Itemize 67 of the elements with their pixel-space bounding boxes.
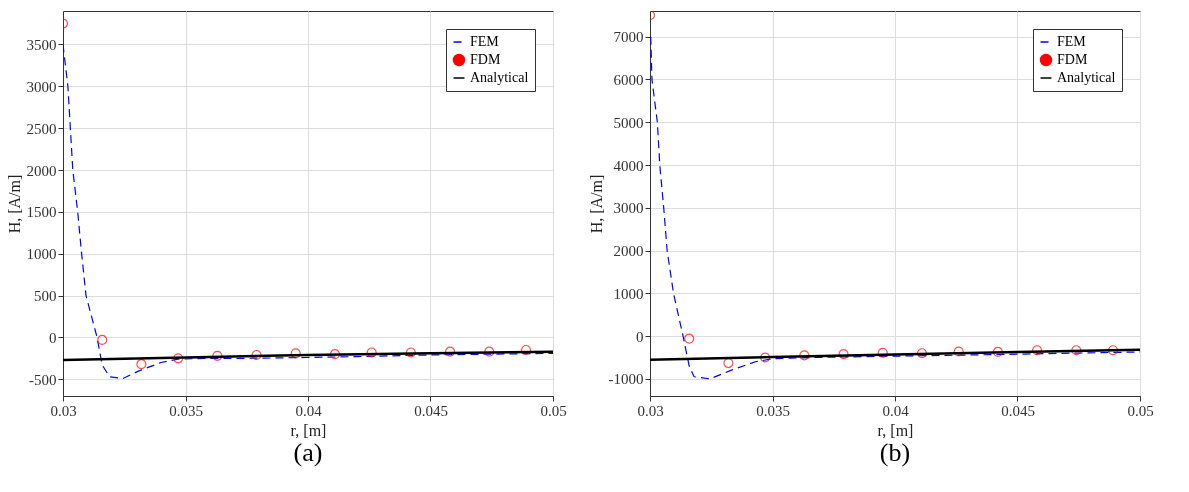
point: [212, 350, 223, 361]
point: [290, 348, 301, 359]
y-tick-label: 3500: [26, 36, 57, 53]
point: [838, 349, 849, 360]
point: [366, 347, 377, 358]
y-tick-label: 2000: [613, 243, 644, 260]
line-series: [650, 348, 1140, 361]
x-tick-label: 0.045: [1001, 402, 1035, 419]
text: (b): [879, 438, 911, 467]
x-axis-title: r, [m]: [877, 421, 914, 439]
point: [1071, 345, 1082, 356]
y-tick-label: 4000: [613, 157, 644, 174]
point: [329, 349, 341, 360]
y-tick-label: 1500: [26, 204, 57, 221]
point: [684, 333, 695, 344]
legend-label: Analytical: [1057, 70, 1116, 85]
point: [723, 358, 734, 369]
y-tick-label: 0: [49, 329, 57, 346]
point: [877, 347, 888, 358]
point: [760, 352, 771, 363]
y-tick-label: 500: [34, 288, 57, 305]
x-tick-label: 0.035: [756, 402, 790, 419]
line-series: [63, 350, 553, 362]
legend-label: FEM: [1057, 34, 1087, 49]
x-tick-label: 0.05: [540, 402, 567, 419]
point: [251, 349, 262, 361]
y-tick-label: 2500: [26, 120, 57, 137]
y-tick-label: 1000: [26, 246, 57, 263]
y-tick-label: 2000: [26, 162, 57, 179]
y-tick-label: -1000: [608, 371, 644, 388]
point: [1107, 345, 1119, 356]
legend-label: FDM: [1057, 52, 1088, 67]
point: [916, 348, 928, 359]
y-tick-label: 6000: [613, 71, 644, 88]
point: [445, 346, 456, 357]
x-tick-label: 0.045: [414, 402, 448, 419]
legend-label: FDM: [470, 52, 501, 67]
point: [953, 346, 964, 357]
y-tick-label: 3000: [613, 200, 644, 217]
y-axis-title: H, [A/m]: [5, 174, 23, 234]
x-tick-label: 0.05: [1127, 402, 1154, 419]
x-tick-label: 0.04: [295, 402, 323, 419]
text: (a): [293, 438, 323, 467]
legend-label: FEM: [470, 34, 500, 49]
line-series: [650, 36, 1140, 380]
point: [173, 353, 184, 364]
y-tick-label: 7000: [613, 29, 644, 46]
x-axis-title: r, [m]: [290, 421, 327, 439]
point: [799, 350, 810, 361]
x-tick-label: 0.03: [50, 402, 77, 419]
y-tick-label: 5000: [613, 114, 644, 131]
x-tick-label: 0.04: [882, 402, 910, 419]
y-tick-label: 3000: [26, 78, 57, 95]
point: [484, 346, 495, 357]
point: [97, 334, 108, 345]
y-tick-label: -500: [29, 371, 57, 388]
y-tick-label: 0: [636, 328, 644, 345]
x-tick-label: 0.03: [637, 402, 664, 419]
point: [405, 347, 416, 358]
x-tick-label: 0.035: [169, 402, 203, 419]
point: [520, 344, 532, 356]
y-axis-title: H, [A/m]: [587, 174, 605, 234]
y-tick-label: 1000: [613, 285, 644, 302]
point: [992, 346, 1003, 357]
legend-label: Analytical: [470, 70, 529, 85]
point: [136, 359, 147, 370]
point: [1032, 345, 1043, 356]
